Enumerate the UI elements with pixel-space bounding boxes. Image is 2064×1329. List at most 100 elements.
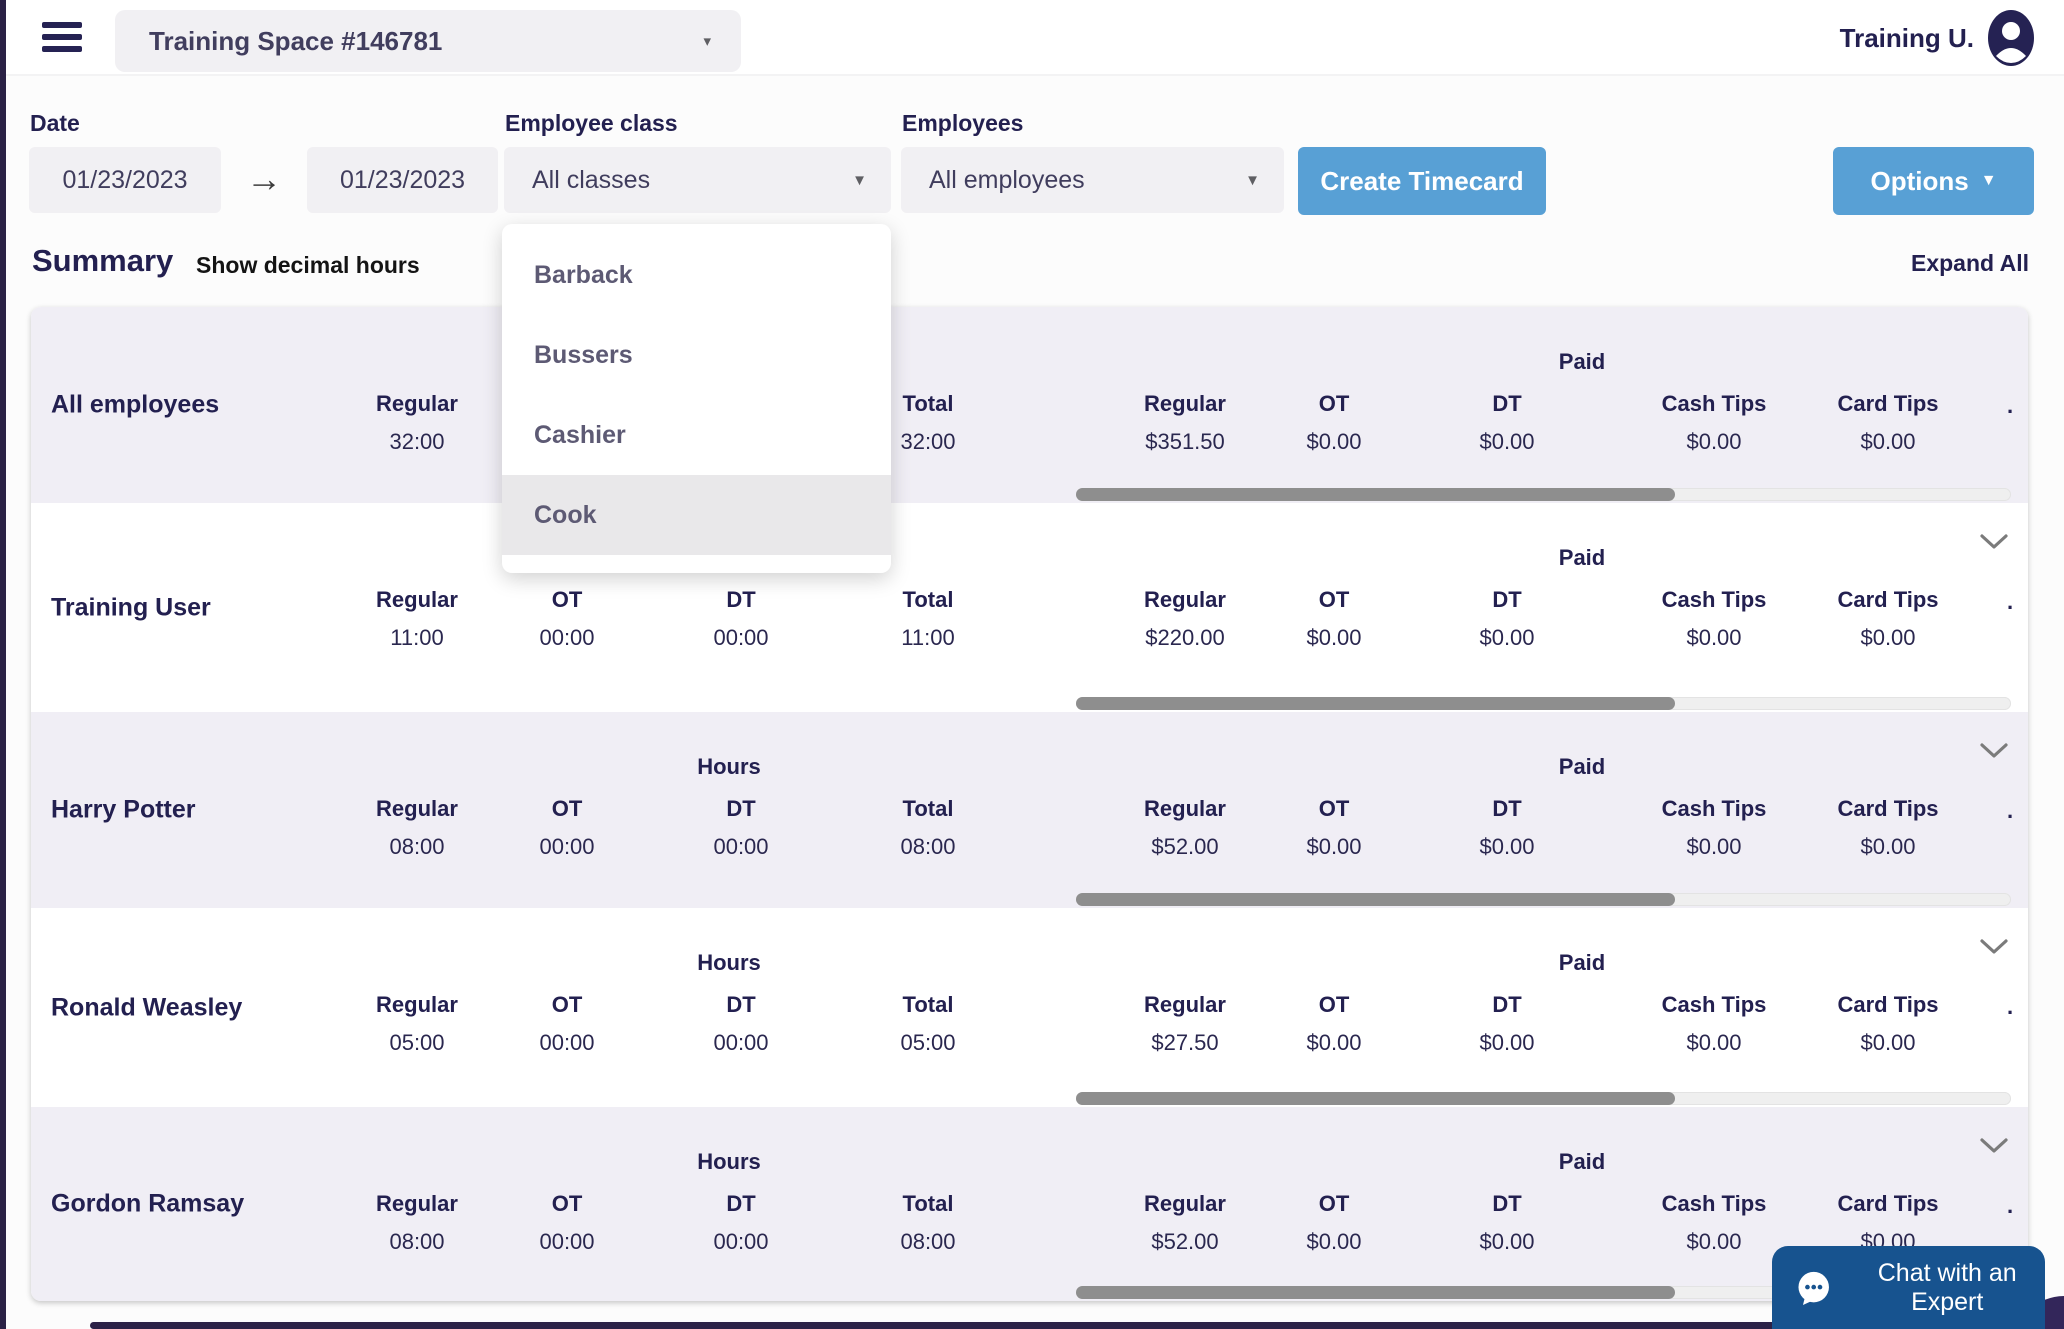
- hours-value-total: 11:00: [901, 625, 955, 650]
- hours-value-regular: 05:00: [389, 1030, 445, 1055]
- paid-value-regular: $351.50: [1145, 429, 1225, 454]
- scrollbar-thumb[interactable]: [1076, 1092, 1675, 1105]
- paid-horizontal-scrollbar[interactable]: [1076, 893, 2011, 906]
- paid-value-card-tips: $0.00: [1860, 1030, 1916, 1055]
- user-avatar-icon[interactable]: [1988, 10, 2034, 66]
- hours-col-header-dt: DT: [726, 1191, 756, 1216]
- hours-value-total: 05:00: [900, 1030, 956, 1055]
- date-from-input[interactable]: [29, 147, 221, 213]
- paid-value-regular: $220.00: [1145, 625, 1225, 650]
- paid-col-header-cash-tips: Cash Tips: [1661, 796, 1767, 821]
- paid-value-ot: $0.00: [1306, 625, 1362, 650]
- space-selector-value: Training Space #146781: [149, 25, 443, 56]
- paid-horizontal-scrollbar[interactable]: [1076, 488, 2011, 501]
- employees-select[interactable]: All employees ▼: [901, 147, 1284, 213]
- paid-col-header-cash-tips: Cash Tips: [1661, 1191, 1767, 1216]
- options-button[interactable]: Options ▼: [1833, 147, 2034, 215]
- hours-value-dt: 00:00: [713, 1229, 769, 1254]
- paid-col-header-dt: DT: [1492, 796, 1522, 821]
- expand-row-chevron-icon[interactable]: [1979, 1137, 2009, 1154]
- table-row-ronald-weasley: Ronald Weasley Hours Paid Regular 05:00 OT 00:…: [31, 908, 2028, 1107]
- hours-col-header-total: Total: [902, 796, 954, 821]
- hours-col-header-regular: Regular: [376, 391, 458, 416]
- table-row-gordon-ramsay: Gordon Ramsay Hours Paid Regular 08:00 OT 00:0…: [31, 1107, 2028, 1301]
- paid-value-ot: $0.00: [1306, 1030, 1362, 1055]
- hours-value-total: 08:00: [900, 834, 956, 859]
- hours-col-header-ot: OT: [551, 796, 583, 821]
- space-selector[interactable]: Training Space #146781 ▾: [115, 10, 741, 72]
- clipped-next-column-fragment: .: [2007, 798, 2014, 823]
- date-label: Date: [30, 110, 80, 136]
- scrollbar-thumb[interactable]: [1076, 488, 1675, 501]
- paid-col-header-regular: Regular: [1144, 391, 1226, 416]
- show-decimal-hours-toggle[interactable]: Show decimal hours: [196, 252, 420, 278]
- clipped-next-column-fragment: .: [2007, 589, 2014, 614]
- expand-row-chevron-icon[interactable]: [1979, 533, 2009, 550]
- paid-value-dt: $0.00: [1479, 429, 1535, 454]
- create-timecard-button[interactable]: Create Timecard: [1298, 147, 1546, 215]
- employee-name: Harry Potter: [51, 795, 196, 824]
- paid-value-dt: $0.00: [1479, 625, 1535, 650]
- employee-name: Gordon Ramsay: [51, 1189, 245, 1218]
- paid-col-header-card-tips: Card Tips: [1837, 992, 1939, 1017]
- menu-icon[interactable]: [42, 22, 82, 58]
- scrollbar-thumb[interactable]: [1076, 697, 1675, 710]
- paid-value-cash-tips: $0.00: [1686, 1229, 1742, 1254]
- expand-row-chevron-icon[interactable]: [1979, 742, 2009, 759]
- employee-class-select[interactable]: All classes ▼: [504, 147, 891, 213]
- paid-value-card-tips: $0.00: [1860, 625, 1916, 650]
- paid-col-header-card-tips: Card Tips: [1837, 796, 1939, 821]
- options-label: Options: [1870, 165, 1969, 196]
- paid-col-header-cash-tips: Cash Tips: [1661, 391, 1767, 416]
- paid-value-cash-tips: $0.00: [1686, 625, 1742, 650]
- hours-col-header-regular: Regular: [376, 796, 458, 821]
- employee-class-dropdown-menu: Barback Bussers Cashier Cook: [502, 224, 891, 573]
- left-edge-stripe: [0, 0, 6, 1329]
- dropdown-option-bussers[interactable]: Bussers: [534, 340, 633, 369]
- summary-table: All employees Paid Regular 32:00 Total 32:00 R…: [31, 307, 2028, 1301]
- chevron-down-icon: ▼: [1245, 171, 1260, 189]
- paid-group-header: Paid: [1558, 1149, 1606, 1174]
- paid-horizontal-scrollbar[interactable]: [1076, 1092, 2011, 1105]
- chat-with-expert-label: Chat with an Expert: [1877, 1258, 2017, 1316]
- clipped-next-column-fragment: .: [2007, 994, 2014, 1019]
- paid-col-header-dt: DT: [1492, 391, 1522, 416]
- paid-col-header-card-tips: Card Tips: [1837, 587, 1939, 612]
- hours-col-header-total: Total: [902, 992, 954, 1017]
- paid-col-header-regular: Regular: [1144, 796, 1226, 821]
- paid-value-dt: $0.00: [1479, 1229, 1535, 1254]
- paid-col-header-cash-tips: Cash Tips: [1661, 587, 1767, 612]
- chevron-down-icon: ▼: [852, 171, 867, 189]
- employee-name: Training User: [51, 593, 211, 621]
- hours-value-regular: 08:00: [389, 834, 445, 859]
- employee-name: All employees: [51, 390, 220, 419]
- paid-col-header-ot: OT: [1318, 391, 1350, 416]
- paid-value-regular: $27.50: [1151, 1030, 1219, 1055]
- dropdown-option-cook[interactable]: Cook: [502, 475, 891, 555]
- hours-col-header-ot: OT: [551, 587, 583, 612]
- scrollbar-thumb[interactable]: [1076, 1286, 1675, 1299]
- hours-value-dt: 00:00: [713, 834, 769, 859]
- employee-class-label: Employee class: [505, 110, 678, 136]
- hours-value-total: 32:00: [900, 429, 956, 454]
- paid-value-dt: $0.00: [1479, 834, 1535, 859]
- create-timecard-label: Create Timecard: [1320, 165, 1524, 196]
- paid-value-cash-tips: $0.00: [1686, 429, 1742, 454]
- paid-horizontal-scrollbar[interactable]: [1076, 697, 2011, 710]
- dropdown-option-cashier[interactable]: Cashier: [534, 420, 626, 449]
- hours-value-regular: 11:00: [390, 625, 444, 650]
- scrollbar-thumb[interactable]: [1076, 893, 1675, 906]
- hours-col-header-regular: Regular: [376, 587, 458, 612]
- paid-col-header-regular: Regular: [1144, 1191, 1226, 1216]
- chat-with-expert-button[interactable]: Chat with an Expert: [1772, 1246, 2045, 1329]
- expand-row-chevron-icon[interactable]: [1979, 938, 2009, 955]
- user-menu[interactable]: Training U.: [1840, 0, 2034, 76]
- top-bar: Training Space #146781 ▾ Training U.: [6, 0, 2064, 76]
- paid-col-header-ot: OT: [1318, 587, 1350, 612]
- paid-col-header-ot: OT: [1318, 992, 1350, 1017]
- expand-all-button[interactable]: Expand All: [1911, 250, 2029, 276]
- dropdown-option-barback[interactable]: Barback: [534, 260, 633, 289]
- hours-group-header: Hours: [697, 754, 761, 779]
- date-to-input[interactable]: [307, 147, 498, 213]
- clipped-next-column-fragment: .: [2007, 1193, 2014, 1218]
